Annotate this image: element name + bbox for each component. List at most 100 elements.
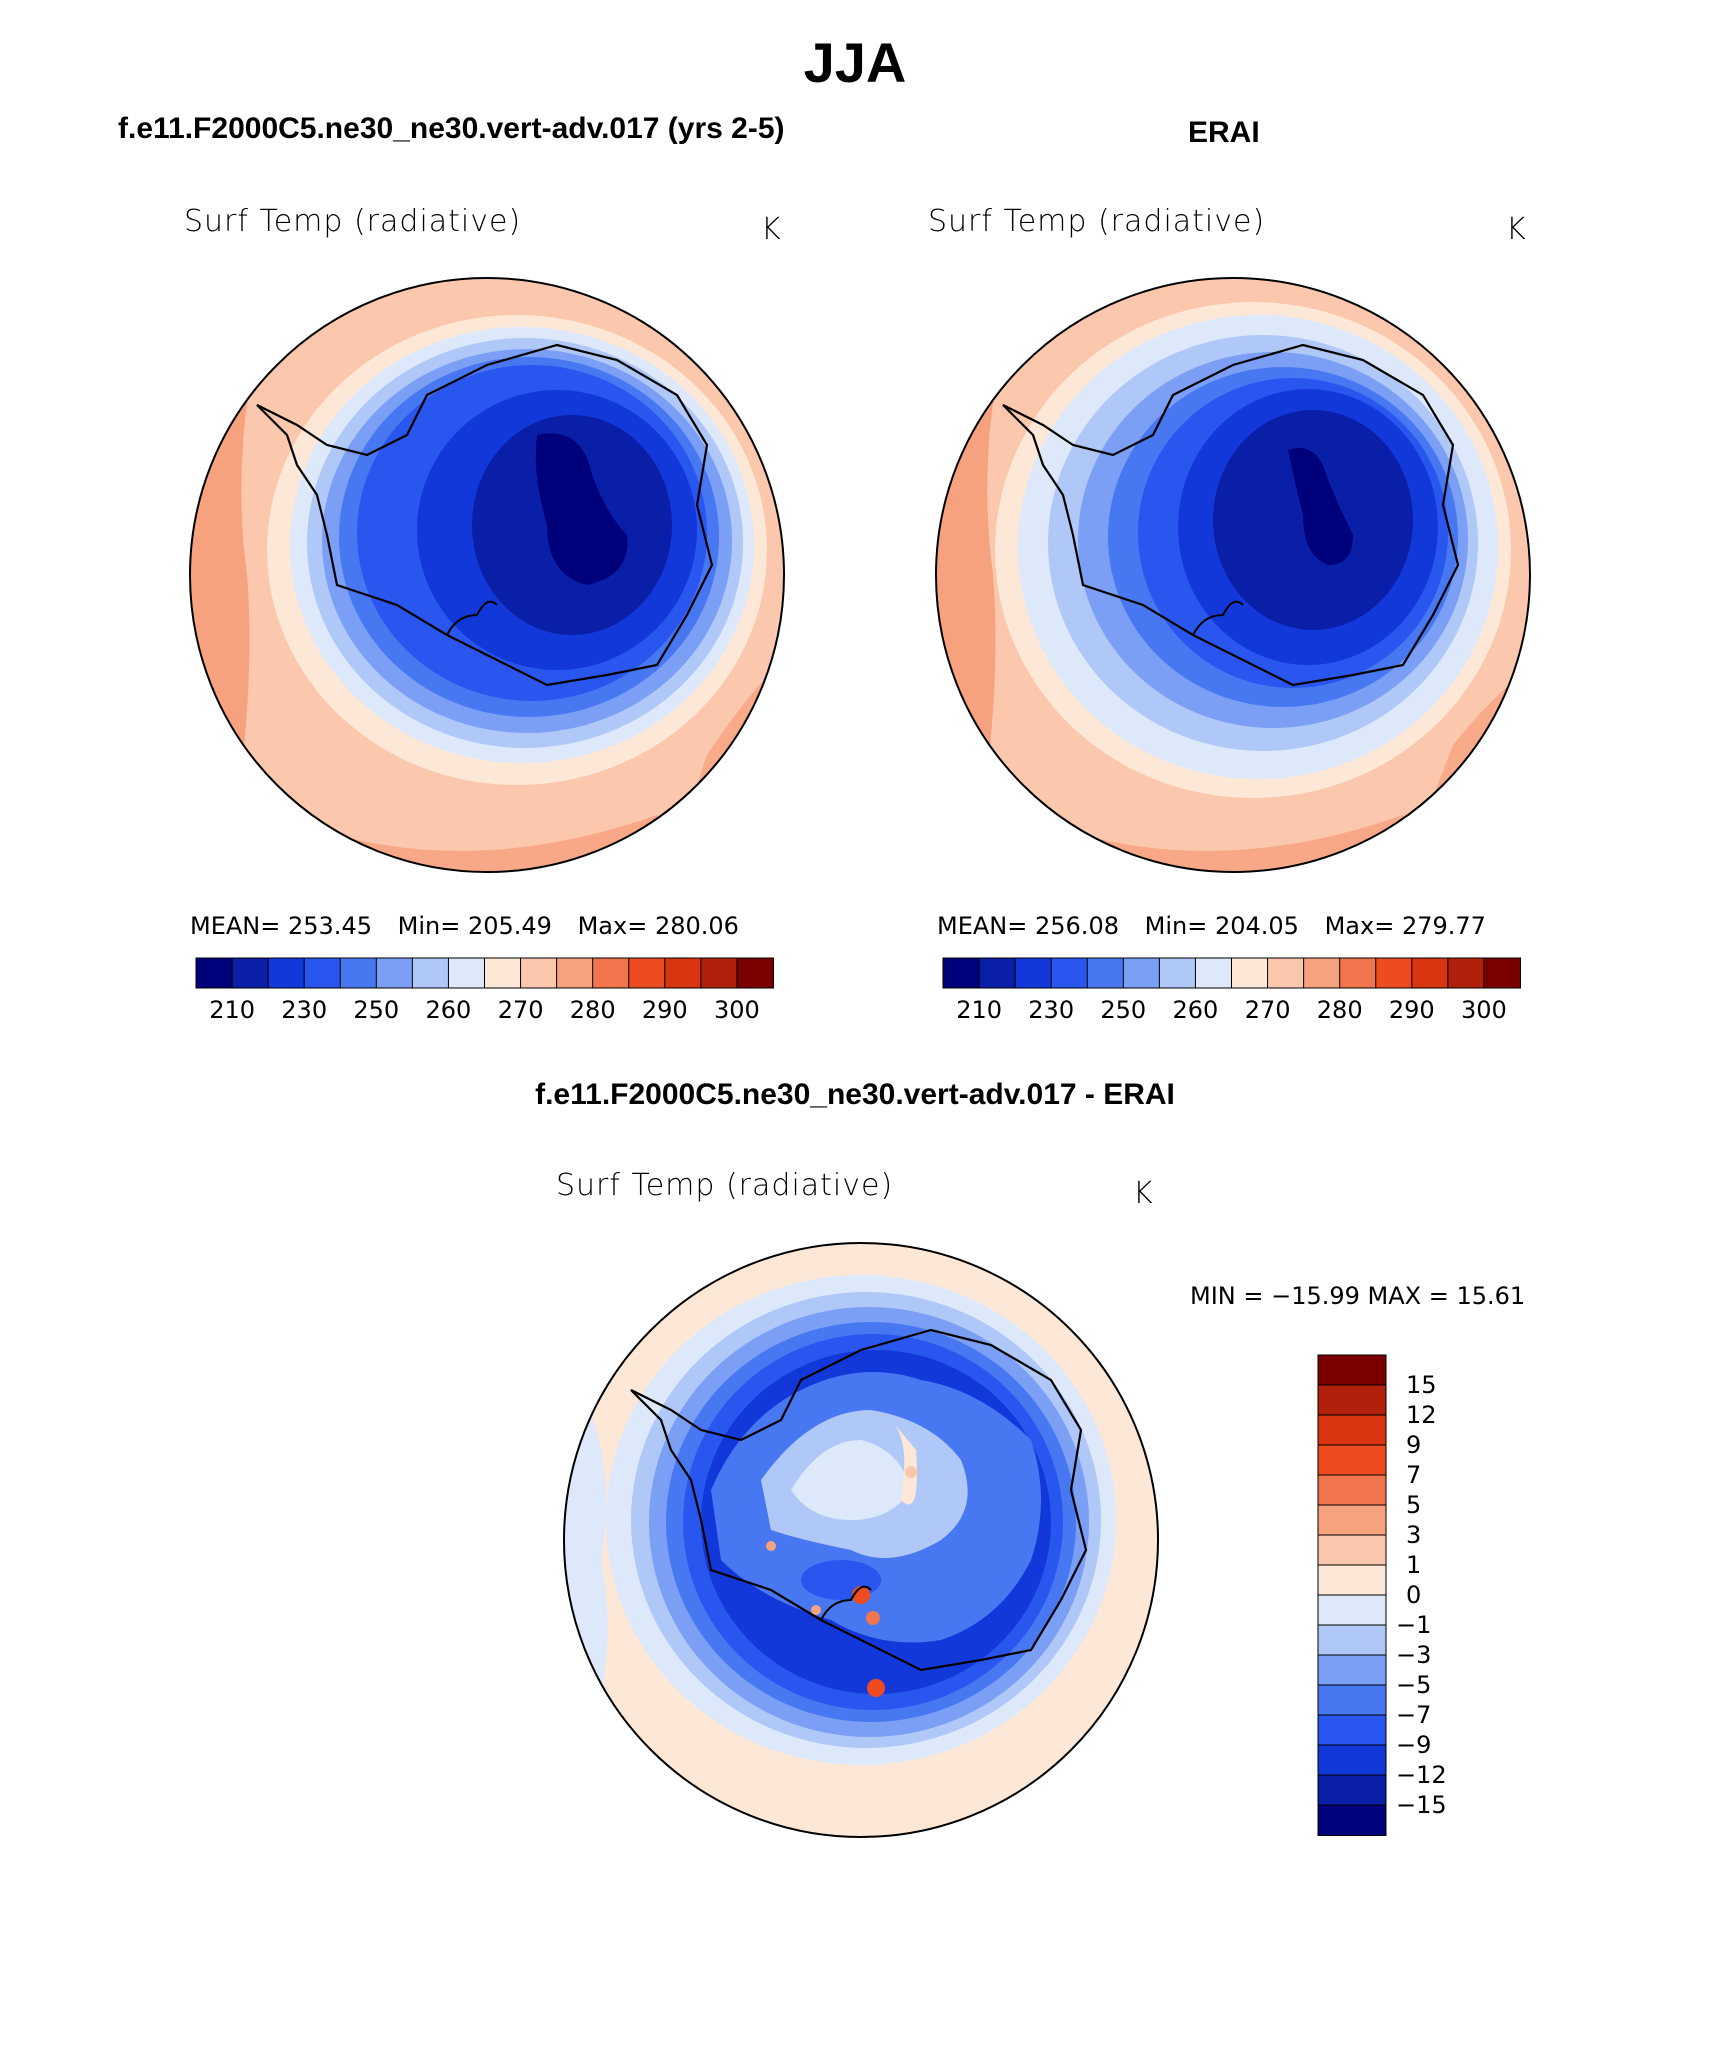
panel-b-colorbar-swatch: [1447, 957, 1485, 989]
panel-a-mean: 253.45: [288, 912, 372, 940]
panel-a-colorbar-tick-label: 260: [425, 996, 472, 1024]
panel-c-colorbar-tick-label: −1: [1396, 1611, 1432, 1639]
panel-c-colorbar-swatch: [1317, 1504, 1387, 1536]
panel-a-stats: MEAN= 253.45 Min= 205.49 Max= 280.06: [190, 912, 739, 940]
panel-c-colorbar-tick-label: −12: [1396, 1761, 1447, 1789]
panel-c-map: [563, 1242, 1159, 1838]
panel-a-min: 205.49: [467, 912, 552, 940]
panel-a-min-label: Min=: [397, 912, 461, 940]
panel-b-mean: 256.08: [1035, 912, 1119, 940]
panel-c-colorbar-swatch: [1317, 1684, 1387, 1716]
figure-title: JJA: [803, 31, 907, 94]
panel-c-colorbar-swatch: [1317, 1414, 1387, 1446]
panel-c-colorbar-tick-label: 1: [1406, 1551, 1422, 1579]
panel-a-max-label: Max=: [577, 912, 648, 940]
panel-c-colorbar-tick-label: 9: [1406, 1431, 1422, 1459]
panel-b-colorbar-swatch: [1411, 957, 1449, 989]
panel-b-colorbar-tick-label: 270: [1244, 996, 1291, 1024]
panel-c-colorbar-swatch: [1317, 1624, 1387, 1656]
panel-a-colorbar-swatch: [267, 957, 306, 989]
panel-a-mean-label: MEAN=: [190, 912, 281, 940]
panel-b-colorbar-swatch: [1375, 957, 1413, 989]
panel-a-colorbar-swatch: [520, 957, 558, 989]
panel-a-colorbar-tick-label: 290: [641, 996, 688, 1024]
panel-b-colorbar-swatch: [1050, 957, 1089, 989]
panel-b-colorbar-swatch: [1231, 957, 1269, 989]
panel-a-colorbar-swatch: [664, 957, 702, 989]
panel-b-mean-label: MEAN=: [937, 912, 1028, 940]
panel-b-colorbar-tick-label: 290: [1388, 996, 1435, 1024]
panel-c-colorbar-tick-label: −9: [1396, 1731, 1432, 1759]
panel-c-title: f.e11.F2000C5.ne30_ne30.vert-adv.017 - E…: [535, 1078, 1175, 1111]
panel-b-min: 204.05: [1214, 912, 1299, 940]
panel-a-colorbar-tick-label: 230: [281, 996, 328, 1024]
panel-a-colorbar-tick-label: 210: [209, 996, 255, 1024]
panel-c-colorbar-tick-label: 3: [1406, 1521, 1422, 1549]
panel-c-minmax: MIN = −15.99 MAX = 15.61: [1190, 1282, 1526, 1310]
panel-b-colorbar-swatch: [1122, 957, 1161, 989]
panel-b-colorbar-swatch: [1303, 957, 1341, 989]
panel-c-colorbar-swatch: [1317, 1564, 1387, 1596]
panel-a-colorbar-tick-label: 300: [713, 996, 760, 1024]
panel-c-colorbar-tick-label: −3: [1396, 1641, 1432, 1669]
panel-a-colorbar-swatch: [231, 957, 270, 989]
panel-c-variable: Surf Temp (radiative): [556, 1168, 894, 1203]
panel-a-colorbar-tick-label: 250: [353, 996, 400, 1024]
panel-b-colorbar-swatch: [1086, 957, 1125, 989]
panel-b-colorbar-tick-label: 230: [1028, 996, 1075, 1024]
panel-b-colorbar-swatch: [1194, 957, 1233, 989]
panel-c-colorbar-tick-label: 7: [1406, 1461, 1422, 1489]
panel-a-max: 280.06: [654, 912, 739, 940]
panel-c-colorbar-swatch: [1317, 1354, 1387, 1386]
panel-c-colorbar-tick-label: 12: [1406, 1401, 1437, 1429]
panel-b-colorbar-swatch: [1158, 957, 1197, 989]
panel-c-colorbar-tick-label: 0: [1406, 1581, 1422, 1609]
panel-b-colorbar-tick-label: 260: [1172, 996, 1219, 1024]
panel-b-units: K: [1506, 212, 1527, 247]
panel-c-colorbar-tick-label: 5: [1406, 1491, 1422, 1519]
panel-b-colorbar-tick-label: 250: [1100, 996, 1147, 1024]
panel-a-colorbar-swatch: [592, 957, 630, 989]
panel-c-colorbar-swatch: [1317, 1804, 1387, 1836]
panel-b-colorbar-tick-label: 280: [1316, 996, 1363, 1024]
panel-a-colorbar-swatch: [375, 957, 414, 989]
panel-b-max: 279.77: [1401, 912, 1486, 940]
panel-b-colorbar-ticks: 210 230 250 260 270 280 290 300: [943, 996, 1520, 1026]
panel-b-colorbar-swatch: [1339, 957, 1377, 989]
panel-a-colorbar-swatch: [447, 957, 486, 989]
panel-c-colorbar-swatch: [1317, 1774, 1387, 1806]
panel-a-colorbar-swatch: [339, 957, 378, 989]
panel-b-stats: MEAN= 256.08 Min= 204.05 Max= 279.77: [937, 912, 1486, 940]
panel-a-colorbar-swatch: [628, 957, 666, 989]
panel-c-colorbar-tick-label: −7: [1396, 1701, 1432, 1729]
panel-c-colorbar-tick-label: −15: [1396, 1791, 1447, 1819]
panel-a-colorbar-ticks: 210 230 250 260 270 280 290 300: [196, 996, 773, 1026]
panel-a-variable: Surf Temp (radiative): [184, 204, 522, 239]
panel-c-colorbar-ticks: 15 12 9 7 5 3 1 0 −1 −3 −5 −7 −9 −12 −15: [1396, 1355, 1466, 1835]
panel-a-colorbar-tick-label: 270: [497, 996, 544, 1024]
panel-c-colorbar-swatch: [1317, 1744, 1387, 1776]
panel-c-colorbar: [1317, 1354, 1387, 1836]
panel-b-max-label: Max=: [1324, 912, 1395, 940]
panel-b-colorbar-swatch: [1267, 957, 1305, 989]
panel-a-colorbar-swatch: [556, 957, 594, 989]
panel-a-colorbar-swatch: [303, 957, 342, 989]
panel-b-colorbar-swatch: [942, 957, 981, 989]
panel-a-colorbar-tick-label: 280: [569, 996, 616, 1024]
panel-b-colorbar-swatch: [1483, 957, 1522, 989]
panel-a-units: K: [761, 212, 782, 247]
panel-a-colorbar-swatch: [700, 957, 738, 989]
panel-a-colorbar: [195, 957, 775, 989]
panel-c-colorbar-swatch: [1317, 1594, 1387, 1626]
panel-b-colorbar-tick-label: 210: [956, 996, 1002, 1024]
panel-a-colorbar-swatch: [411, 957, 450, 989]
panel-c-colorbar-tick-label: 15: [1406, 1371, 1437, 1399]
panel-c-units: K: [1133, 1176, 1154, 1211]
panel-b-title: ERAI: [1188, 116, 1260, 149]
panel-c-colorbar-swatch: [1317, 1384, 1387, 1416]
panel-c-colorbar-swatch: [1317, 1534, 1387, 1566]
panel-c-colorbar-swatch: [1317, 1444, 1387, 1476]
panel-b-variable: Surf Temp (radiative): [928, 204, 1266, 239]
panel-b-colorbar-swatch: [1014, 957, 1053, 989]
panel-a-map: [189, 277, 785, 873]
